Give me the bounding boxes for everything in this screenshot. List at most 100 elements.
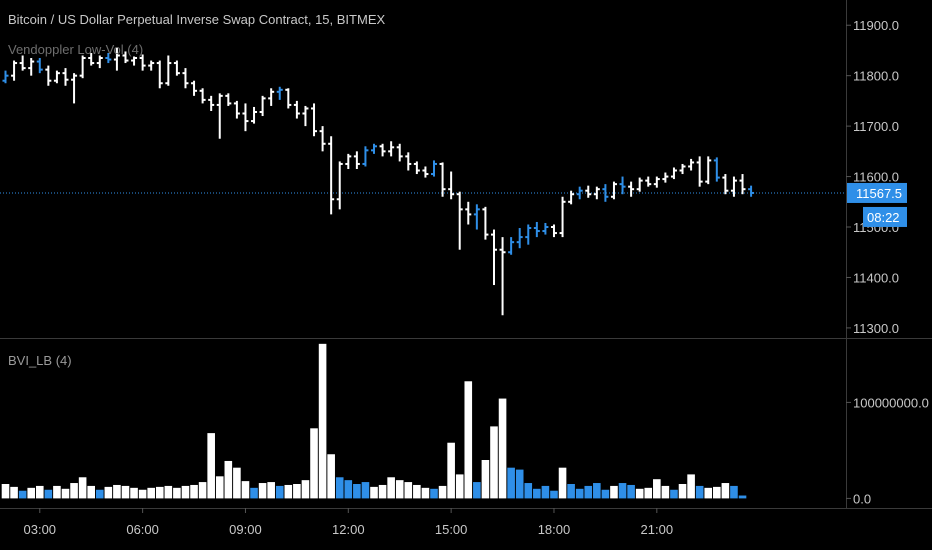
volume-bar — [301, 480, 310, 499]
volume-bar — [670, 489, 678, 499]
volume-bar — [207, 433, 215, 499]
volume-bar — [181, 485, 190, 499]
volume-bar — [507, 467, 515, 499]
volume-bar — [575, 488, 584, 499]
price-tick-label: 11300.0 — [853, 321, 899, 336]
volume-tick-label: 0.0 — [853, 491, 871, 506]
volume-bar — [498, 398, 507, 499]
volume-bar — [78, 477, 87, 499]
volume-bar — [241, 481, 250, 499]
volume-bar — [704, 487, 713, 499]
volume-bar — [644, 487, 653, 499]
volume-bar — [541, 485, 550, 499]
volume-bar — [395, 480, 404, 499]
volume-bar — [438, 485, 447, 499]
volume-bar — [361, 482, 370, 499]
volume-bar — [275, 485, 284, 499]
countdown-label: 08:22 — [867, 210, 900, 225]
time-tick-label: 18:00 — [538, 522, 571, 537]
time-tick-label: 09:00 — [229, 522, 262, 537]
volume-bar — [524, 483, 533, 499]
last-price-label: 11567.5 — [856, 186, 902, 201]
volume-bar — [53, 485, 61, 499]
volume-bar — [430, 488, 438, 499]
volume-bar — [44, 489, 53, 499]
volume-bar — [284, 484, 293, 499]
volume-bar — [113, 484, 121, 499]
volume-bar — [413, 484, 421, 499]
volume-bar — [713, 486, 721, 499]
volume-bar — [533, 488, 541, 499]
volume-bar — [61, 488, 70, 499]
volume-bar — [87, 485, 95, 499]
volume-bar — [490, 426, 498, 499]
volume-bar — [721, 483, 730, 499]
volume-bar — [730, 485, 738, 499]
volume-bar — [215, 476, 224, 499]
volume-bar — [344, 480, 353, 499]
volume-bar — [173, 487, 181, 499]
volume-bar — [378, 484, 387, 499]
volume-bar — [70, 483, 78, 499]
volume-bar — [310, 428, 318, 499]
price-tick-label: 11800.0 — [853, 69, 899, 84]
time-tick-label: 21:00 — [641, 522, 674, 537]
volume-bar — [421, 487, 430, 499]
volume-bar — [661, 485, 670, 499]
volume-bar — [10, 486, 18, 499]
price-tick-label: 11700.0 — [853, 119, 899, 134]
volume-bar — [35, 485, 44, 499]
volume-bar — [121, 485, 130, 499]
volume-bar — [515, 469, 524, 499]
volume-bar — [610, 485, 618, 499]
volume-bar — [593, 483, 601, 499]
time-tick-label: 06:00 — [126, 522, 159, 537]
volume-bar — [95, 489, 104, 499]
volume-bar — [447, 442, 455, 499]
volume-bar — [327, 454, 335, 499]
volume-bar — [584, 485, 593, 499]
volume-bar — [550, 490, 558, 499]
volume-bar — [164, 485, 173, 499]
time-tick-label: 03:00 — [24, 522, 57, 537]
volume-bar — [370, 486, 378, 499]
volume-bar — [318, 343, 327, 499]
volume-bar — [18, 490, 27, 499]
volume-bar — [258, 483, 267, 499]
volume-bar — [233, 467, 241, 499]
volume-bar — [635, 488, 644, 499]
volume-bar — [687, 474, 695, 499]
volume-bar — [155, 486, 164, 499]
time-tick-label: 15:00 — [435, 522, 468, 537]
volume-bar — [147, 487, 155, 499]
volume-bar — [190, 484, 198, 499]
volume-bar — [678, 484, 687, 499]
volume-bar — [738, 495, 747, 499]
volume-bar — [387, 477, 395, 499]
volume-bar — [198, 482, 207, 499]
volume-bar — [695, 485, 704, 499]
volume-bar — [27, 487, 36, 499]
volume-bar — [653, 479, 661, 499]
volume-bar — [130, 487, 138, 499]
volume-bar — [267, 482, 275, 499]
volume-bar — [558, 467, 567, 499]
volume-bar — [618, 483, 627, 499]
volume-bar — [353, 484, 361, 499]
volume-bar — [627, 484, 635, 499]
volume-tick-label: 100000000.0 — [853, 395, 929, 410]
volume-bar — [464, 381, 473, 499]
price-tick-label: 11400.0 — [853, 270, 899, 285]
volume-bar — [1, 484, 10, 499]
volume-bar — [567, 484, 575, 499]
price-tick-label: 11600.0 — [853, 170, 899, 185]
volume-bar — [104, 486, 113, 499]
time-tick-label: 12:00 — [332, 522, 365, 537]
volume-bar — [601, 489, 610, 499]
volume-bar — [224, 460, 233, 499]
volume-bar — [335, 477, 344, 499]
volume-bar — [481, 460, 490, 499]
price-tick-label: 11900.0 — [853, 18, 899, 33]
volume-bar — [404, 482, 413, 499]
